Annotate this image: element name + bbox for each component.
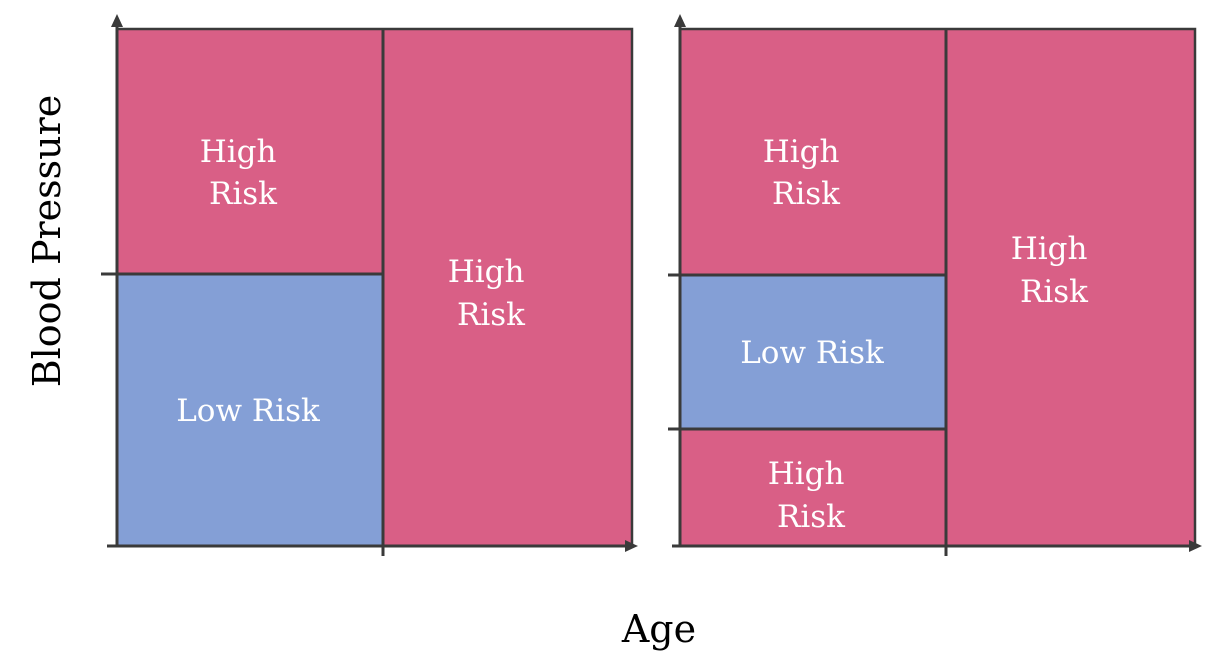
left-panel: High Risk Low Risk High Risk bbox=[101, 14, 638, 556]
left-region-high-risk-right bbox=[383, 29, 632, 546]
right-high-risk-top-label: High Risk bbox=[763, 134, 850, 212]
x-axis-title: Age bbox=[621, 607, 696, 651]
left-region-low-risk bbox=[117, 274, 383, 546]
left-y-axis-arrowhead bbox=[111, 14, 123, 27]
right-high-risk-right-label: High Risk bbox=[1011, 231, 1098, 310]
y-axis-title: Blood Pressure bbox=[25, 95, 69, 388]
right-region-high-risk-right bbox=[946, 29, 1195, 546]
right-y-axis-arrowhead bbox=[674, 14, 686, 27]
right-panel: High Risk Low Risk High Risk High Risk bbox=[668, 14, 1202, 556]
left-region-high-risk-top bbox=[117, 29, 383, 274]
right-high-risk-bottom-label: High Risk bbox=[768, 456, 855, 535]
right-x-axis-arrowhead bbox=[1189, 540, 1202, 552]
right-region-low-risk bbox=[680, 275, 946, 429]
right-region-high-risk-top bbox=[680, 29, 946, 275]
right-low-risk-label: Low Risk bbox=[740, 335, 884, 371]
left-high-risk-top-label: High Risk bbox=[200, 134, 287, 212]
left-low-risk-label: Low Risk bbox=[176, 393, 320, 429]
left-x-axis-arrowhead bbox=[625, 540, 638, 552]
left-high-risk-right-label: High Risk bbox=[448, 254, 535, 333]
right-region-high-risk-bottom bbox=[680, 429, 946, 546]
